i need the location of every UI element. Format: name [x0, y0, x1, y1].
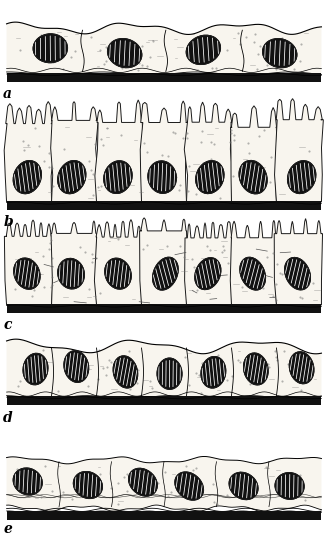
- Polygon shape: [7, 456, 321, 511]
- Polygon shape: [94, 219, 143, 305]
- Ellipse shape: [229, 472, 258, 500]
- Ellipse shape: [73, 471, 103, 499]
- Text: b: b: [3, 216, 13, 230]
- Ellipse shape: [195, 257, 221, 290]
- Polygon shape: [7, 339, 321, 399]
- Polygon shape: [274, 219, 322, 305]
- Ellipse shape: [243, 353, 268, 385]
- Ellipse shape: [262, 39, 297, 68]
- Polygon shape: [184, 102, 233, 202]
- Ellipse shape: [287, 160, 316, 194]
- Polygon shape: [185, 221, 234, 305]
- Ellipse shape: [284, 257, 311, 290]
- Polygon shape: [140, 218, 188, 305]
- Ellipse shape: [33, 34, 68, 63]
- Ellipse shape: [157, 358, 182, 389]
- Text: e: e: [3, 522, 12, 535]
- Text: d: d: [3, 411, 13, 425]
- Polygon shape: [4, 102, 54, 202]
- Ellipse shape: [13, 160, 42, 194]
- Bar: [7, 304, 321, 313]
- Text: c: c: [3, 318, 12, 332]
- Polygon shape: [4, 220, 53, 305]
- Bar: [7, 511, 321, 520]
- Polygon shape: [231, 106, 277, 202]
- Bar: [7, 396, 321, 404]
- Polygon shape: [7, 22, 321, 75]
- Text: a: a: [3, 87, 12, 101]
- Polygon shape: [51, 221, 97, 305]
- Ellipse shape: [104, 160, 132, 194]
- Ellipse shape: [13, 468, 42, 495]
- Ellipse shape: [13, 258, 40, 289]
- Ellipse shape: [289, 351, 314, 384]
- Bar: [7, 73, 321, 81]
- Ellipse shape: [57, 160, 86, 194]
- Polygon shape: [140, 101, 189, 202]
- Ellipse shape: [175, 472, 204, 500]
- Polygon shape: [275, 98, 323, 202]
- Polygon shape: [51, 102, 98, 202]
- Ellipse shape: [148, 161, 176, 194]
- Ellipse shape: [240, 257, 266, 290]
- Ellipse shape: [113, 356, 138, 388]
- Polygon shape: [95, 100, 143, 202]
- Ellipse shape: [23, 353, 48, 385]
- Ellipse shape: [201, 356, 226, 388]
- Ellipse shape: [153, 257, 178, 290]
- Bar: [7, 201, 321, 210]
- Ellipse shape: [239, 160, 267, 194]
- Polygon shape: [230, 220, 277, 305]
- Ellipse shape: [129, 468, 157, 496]
- Ellipse shape: [58, 258, 85, 289]
- Ellipse shape: [275, 472, 304, 500]
- Ellipse shape: [186, 35, 221, 65]
- Ellipse shape: [195, 160, 224, 194]
- Ellipse shape: [107, 39, 142, 68]
- Ellipse shape: [64, 350, 89, 383]
- Ellipse shape: [105, 258, 132, 289]
